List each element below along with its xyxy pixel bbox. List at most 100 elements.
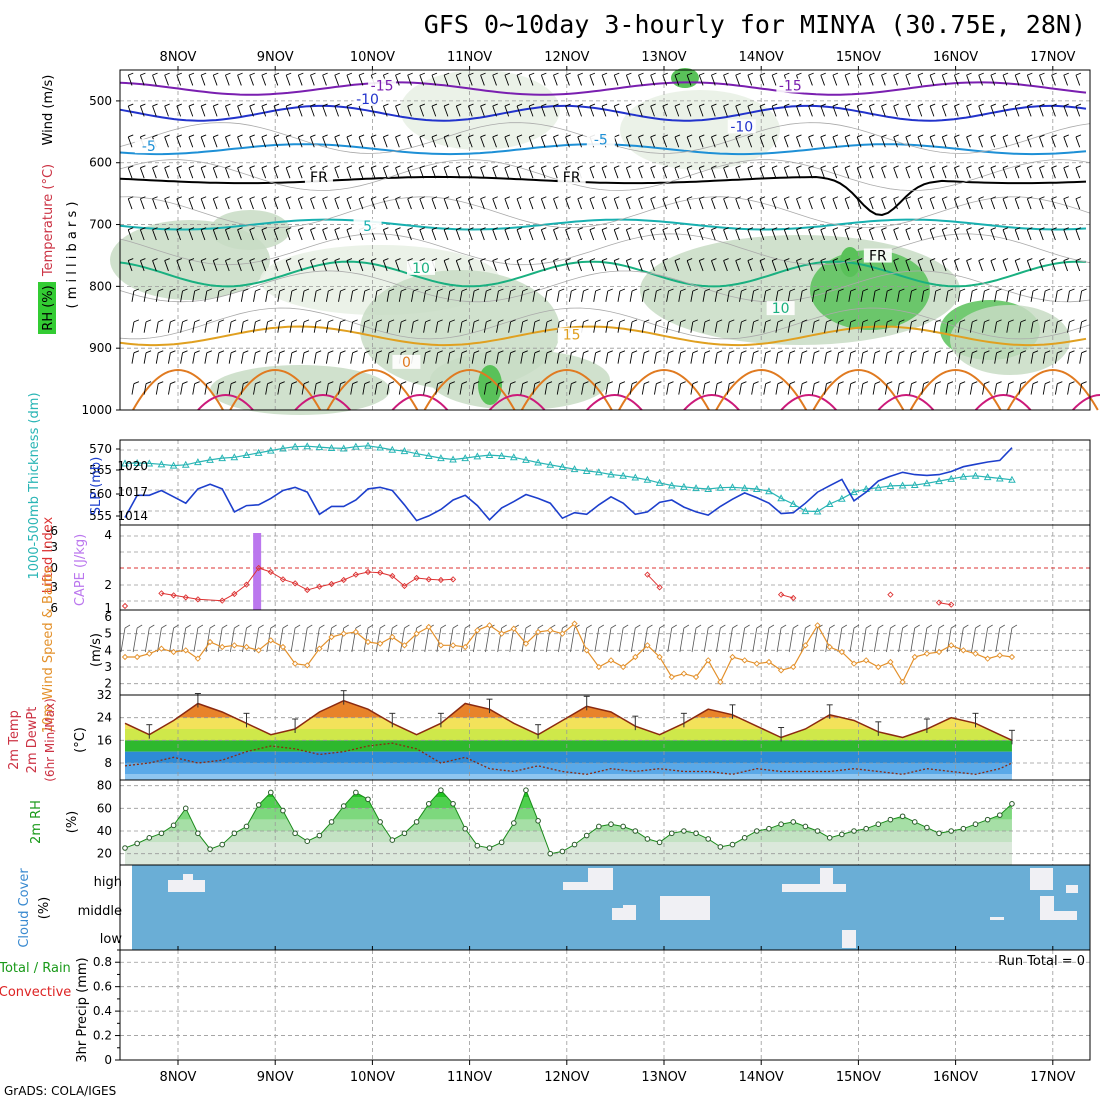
wind10-marker <box>316 645 323 652</box>
wind10-marker <box>194 655 202 662</box>
lifted-tick-label: -3 <box>46 540 58 554</box>
wind-barb <box>528 136 534 148</box>
wind-barb-flag <box>565 227 571 231</box>
wind-barb <box>176 167 182 179</box>
wind10-barb <box>910 627 916 653</box>
rh-shading <box>950 305 1070 375</box>
wind-barb-flag <box>1063 196 1069 200</box>
thickness-marker <box>485 451 494 459</box>
wind-barb <box>1054 383 1058 395</box>
wind-barb <box>714 383 718 395</box>
wind-barb <box>577 105 582 117</box>
wind-barb-flag <box>498 350 504 354</box>
isotherm-warm <box>877 394 935 411</box>
wind10-barb-flag <box>902 624 908 629</box>
wind-barb <box>698 74 704 86</box>
lifted-axis-label: Lifted Index <box>41 516 56 593</box>
wind-barb <box>382 105 388 117</box>
wind-barb-flag <box>1015 258 1021 261</box>
wind-barb-flag <box>935 319 941 323</box>
wind-barb-flag <box>456 196 462 200</box>
rh2m-tick-label: 60 <box>97 801 112 815</box>
wind-barb-flag <box>820 258 826 261</box>
wind-barb-flag <box>237 258 243 261</box>
wind10-marker <box>158 645 165 652</box>
wind-barb-flag <box>626 134 632 138</box>
cape-axis-label: CAPE (J/kg) <box>73 534 88 606</box>
wind-barb <box>504 198 510 210</box>
wind-barb-flag <box>862 350 869 354</box>
wind-barb <box>990 167 996 179</box>
wind10-barb <box>242 627 247 653</box>
wind-barb-flag <box>869 196 875 200</box>
wind-barb <box>990 136 996 148</box>
wind-barb-flag <box>504 134 511 138</box>
wind-barb <box>799 383 803 395</box>
isotherm-freezing <box>119 175 1087 217</box>
wind-barb-flag <box>759 72 766 76</box>
wind-barb-flag <box>869 72 875 76</box>
rh2m-marker <box>899 813 906 820</box>
wind-barb-flag <box>322 196 328 200</box>
wind-barb-flag <box>541 134 547 138</box>
rh-shading <box>430 350 610 410</box>
lifted-index-marker <box>182 594 189 601</box>
wind-barb <box>1054 352 1058 364</box>
wind-barb-flag <box>1051 165 1057 169</box>
wind-barb-flag <box>443 72 450 76</box>
wind-barb <box>419 167 425 179</box>
thickness-marker <box>777 494 785 502</box>
wind10-marker <box>875 663 882 671</box>
rh2m-marker <box>231 830 238 837</box>
wind-barb <box>1051 229 1056 241</box>
wind-barb <box>751 352 755 364</box>
wind-barb-flag <box>801 381 808 385</box>
wind-barb-flag <box>686 165 693 169</box>
contour-label-bg <box>863 248 892 263</box>
wind-barb-flag <box>674 258 681 261</box>
wind-barb <box>820 167 825 179</box>
wind-barb-flag <box>1002 165 1009 169</box>
wind-barb <box>808 198 813 210</box>
wind-barb <box>832 167 838 179</box>
wind10-barb-flag <box>550 624 556 629</box>
thickness-marker <box>692 484 700 492</box>
wind10-marker <box>632 653 639 661</box>
wind-barb-flag <box>595 288 601 292</box>
wind-barb-flag <box>978 258 984 261</box>
wind-barb-flag <box>383 72 389 76</box>
wind-barb <box>225 198 230 210</box>
wind-barb-flag <box>504 165 511 169</box>
thickness-marker <box>971 471 980 479</box>
wind-barb <box>468 167 473 179</box>
wind-barb-flag <box>650 227 656 231</box>
wind-barb <box>678 383 682 395</box>
wind-barb-flag <box>346 227 353 231</box>
wind-barb <box>941 105 947 117</box>
wind-barb-flag <box>558 350 565 354</box>
wind-barb-flag <box>553 227 559 231</box>
wind-barb-flag <box>1008 288 1014 292</box>
thickness-marker <box>765 487 773 495</box>
wind-barb-flag <box>759 103 766 107</box>
wind-barb <box>540 74 546 86</box>
wind-barb-flag <box>893 258 899 261</box>
wind-barb-flag <box>310 72 316 76</box>
wind-barb-flag <box>1063 72 1069 76</box>
wind-barb <box>881 229 886 241</box>
wind-barb-flag <box>249 165 255 169</box>
rh2m-axis-label: 2m RH <box>29 800 44 844</box>
wind-barb <box>143 383 147 395</box>
wind-barb-flag <box>917 165 924 169</box>
wind-barb <box>868 136 874 148</box>
wind10-marker <box>595 663 602 671</box>
wind-barb-flag <box>553 134 559 138</box>
wind-barb-flag <box>419 103 426 107</box>
wind-barb <box>954 167 959 179</box>
wind10-barb-flag <box>367 624 374 629</box>
wind-barb <box>994 383 998 395</box>
wind-barb-flag <box>364 288 370 292</box>
wind-barb <box>601 74 607 86</box>
wind-barb <box>601 229 607 241</box>
